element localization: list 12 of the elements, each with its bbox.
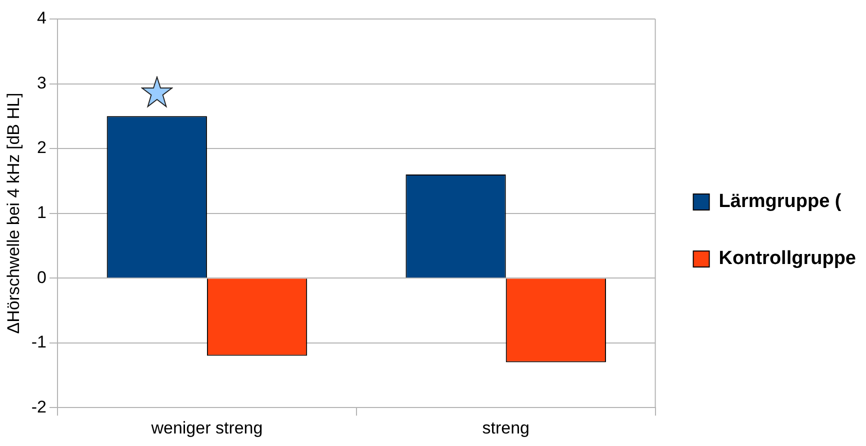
y-tick-label: -1 bbox=[31, 332, 47, 352]
legend-label: Kontrollgruppe bbox=[718, 248, 856, 270]
y-tick-label: -2 bbox=[31, 397, 47, 416]
y-tick-label: 0 bbox=[37, 268, 47, 287]
legend-label: Lärmgruppe ( bbox=[718, 191, 842, 212]
y-tick-label: 4 bbox=[37, 8, 47, 28]
y-tick-label: 2 bbox=[37, 138, 47, 158]
y-axis-title: ΔHörschwelle bei 4 kHz [dB HL] bbox=[4, 92, 23, 334]
x-tick-label: weniger streng bbox=[150, 418, 263, 438]
y-tick-label: 3 bbox=[37, 73, 47, 92]
x-tick-label: streng bbox=[482, 418, 530, 438]
y-tick-label: 1 bbox=[37, 202, 47, 222]
